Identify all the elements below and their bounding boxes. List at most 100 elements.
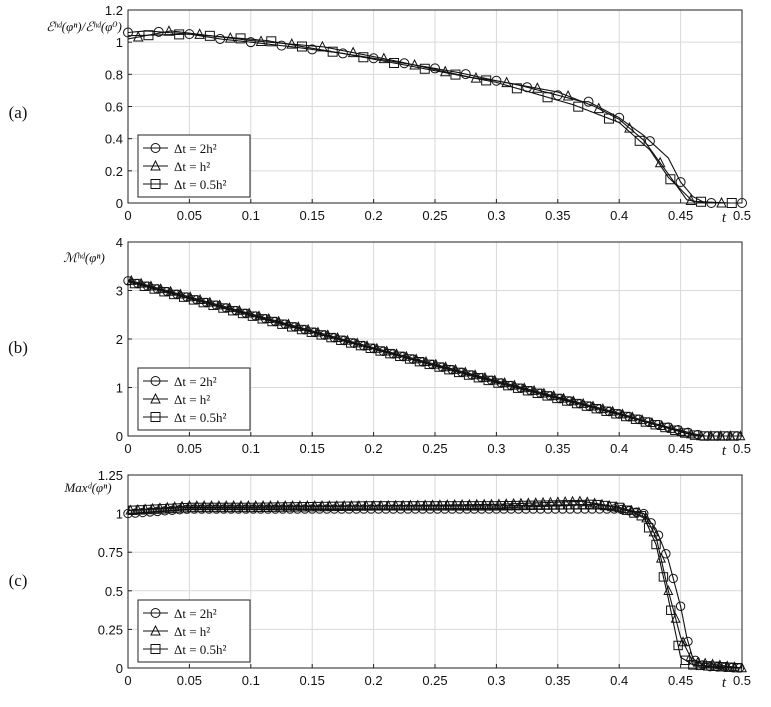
data-point-square [375, 346, 385, 356]
data-point-square [218, 303, 228, 313]
data-point-circle [314, 504, 325, 514]
data-point-square [577, 499, 588, 510]
y-tick-label: 1 [116, 381, 123, 396]
data-point-square [621, 411, 631, 422]
legend-marker-triangle [150, 392, 161, 404]
data-point-square [231, 502, 241, 513]
x-tick-label: 0.5 [733, 208, 751, 223]
data-point-square [630, 414, 641, 424]
data-point-square [542, 92, 553, 103]
series-square [127, 499, 743, 673]
data-point-square [341, 501, 352, 511]
data-point-square [247, 311, 258, 321]
y-tick-label: 0.25 [98, 622, 123, 637]
x-axis-label: t [722, 443, 727, 459]
axes-frame [127, 9, 743, 204]
data-point-square [142, 504, 153, 515]
y-tick-label: 0 [116, 429, 123, 444]
data-point-square [296, 41, 307, 52]
legend-label: Δt = h² [174, 624, 210, 639]
axes-frame [127, 474, 743, 669]
data-point-square [688, 660, 698, 670]
data-point-square [555, 500, 565, 510]
data-point-triangle [378, 52, 390, 64]
data-point-circle [241, 504, 251, 514]
legend-marker-square [150, 644, 161, 654]
x-tick-label: 0.3 [487, 208, 505, 223]
x-tick-label: 0.45 [668, 441, 693, 456]
data-point-square [319, 501, 330, 512]
data-point-circle [307, 504, 317, 514]
data-point-square [473, 373, 484, 383]
data-point-square [629, 508, 639, 518]
x-tick-label: 0.35 [545, 208, 570, 223]
x-tick-label: 0.4 [610, 673, 628, 688]
data-point-square [496, 501, 507, 511]
data-point-square [356, 501, 367, 511]
data-point-square [326, 332, 336, 343]
data-point-square [363, 501, 374, 511]
data-point-square [228, 306, 238, 316]
data-point-square [179, 502, 190, 513]
data-point-square [454, 367, 464, 378]
panel-2: 0 0.05 0.1 0.15 0.2 0.25 0.3 0.35 0.4 0.45 0.5 0 1 2 3… [8, 235, 751, 459]
data-point-circle [668, 573, 678, 584]
legend-label: Δt = 0.5h² [174, 177, 227, 192]
data-point-square [169, 289, 179, 300]
data-point-square [695, 660, 705, 671]
y-tick-label: 0.4 [105, 132, 123, 147]
data-point-square [585, 499, 595, 510]
data-point-square [128, 505, 138, 515]
data-point-triangle [685, 194, 697, 205]
data-point-circle [278, 504, 288, 514]
data-point-square [290, 502, 300, 512]
data-point-square [165, 503, 175, 514]
data-point-square [277, 319, 287, 329]
data-point-square [493, 378, 503, 388]
x-tick-label: 0.25 [422, 441, 447, 456]
data-point-triangle [347, 46, 359, 58]
data-point-square [297, 502, 308, 512]
data-point-circle [233, 504, 244, 514]
data-point-square [467, 501, 477, 511]
data-point-triangle [163, 25, 175, 36]
data-point-square [689, 430, 700, 440]
data-point-circle [226, 504, 236, 514]
data-point-square [143, 30, 154, 41]
data-point-square [709, 431, 719, 441]
x-tick-label: 0.15 [300, 441, 325, 456]
panel-label: (b) [8, 338, 28, 357]
data-point-square [268, 502, 278, 512]
data-point-square [636, 511, 647, 521]
data-point-square [670, 425, 680, 435]
data-point-circle [583, 96, 594, 107]
data-point-circle [344, 504, 354, 514]
data-point-circle [661, 549, 671, 559]
data-point-square [581, 401, 592, 411]
legend-label: Δt = 0.5h² [174, 642, 227, 657]
x-tick-label: 0.15 [300, 208, 325, 223]
data-point-square [562, 396, 572, 406]
legend-marker-triangle [150, 624, 161, 636]
data-point-square [540, 500, 551, 510]
y-tick-label: 0.2 [105, 164, 123, 179]
data-point-circle [602, 504, 612, 514]
data-point-circle [248, 504, 258, 514]
data-point-square [419, 63, 430, 74]
data-point-square [430, 501, 440, 511]
data-point-square [570, 499, 580, 510]
data-point-triangle [194, 28, 205, 39]
data-point-square [533, 500, 543, 510]
panel-1: 0 0.05 0.1 0.15 0.2 0.25 0.3 0.35 0.4 0.45 0.5 0 0.2… [9, 3, 751, 226]
data-point-square [139, 281, 150, 291]
data-point-square [522, 386, 533, 396]
data-point-square [253, 502, 263, 513]
data-point-square [603, 113, 614, 124]
data-point-square [327, 46, 338, 57]
x-tick-label: 0.4 [610, 208, 628, 223]
data-point-square [573, 101, 584, 112]
data-point-circle [351, 504, 362, 514]
data-point-square [729, 431, 739, 441]
data-point-square [188, 295, 199, 305]
legend-label: Δt = h² [174, 392, 210, 407]
